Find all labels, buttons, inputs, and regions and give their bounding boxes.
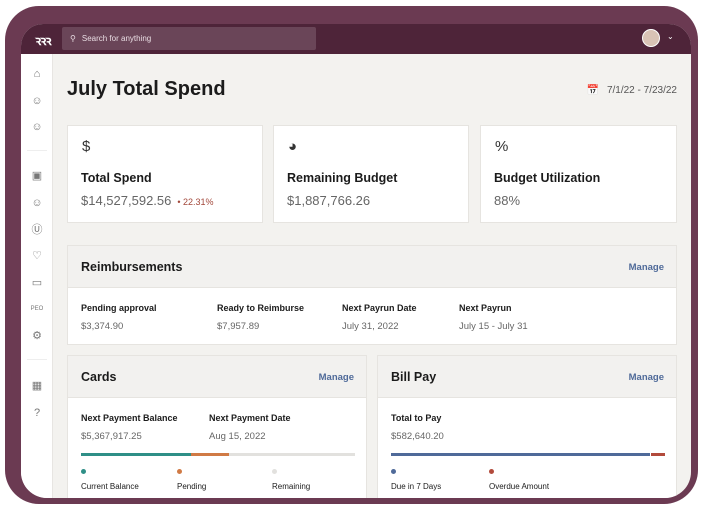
tablet-frame: ꝛꝛꝛ ⚲ Search for anything ⌄ ⌂ ☺ ☺ ▣ ☺ Ⓤ ♡… <box>5 6 698 504</box>
search-input[interactable]: ⚲ Search for anything <box>62 27 316 50</box>
dollar-circle-icon[interactable]: Ⓤ <box>31 224 43 236</box>
search-icon: ⚲ <box>70 34 76 43</box>
legend-label: Current Balance <box>81 482 139 491</box>
apps-icon[interactable]: ▦ <box>31 380 43 392</box>
pie-chart-icon: ◕ <box>288 138 298 155</box>
remove-user-icon[interactable]: ☺ <box>31 121 43 133</box>
sidebar: ⌂ ☺ ☺ ▣ ☺ Ⓤ ♡ ▭ PEO ⚙ ▦ ? <box>21 54 53 498</box>
legend-label: Overdue Amount <box>489 482 550 491</box>
legend-dot <box>489 469 494 474</box>
field: Next Payrun Date July 31, 2022 <box>342 303 417 332</box>
chevron-down-icon[interactable]: ⌄ <box>667 32 674 41</box>
legend-label: Due in 7 Days <box>391 482 442 491</box>
manage-cards-link[interactable]: Manage <box>318 372 354 383</box>
top-bar: ꝛꝛꝛ ⚲ Search for anything ⌄ <box>21 24 691 54</box>
add-user-icon[interactable]: ☺ <box>31 95 43 107</box>
logo[interactable]: ꝛꝛꝛ <box>35 33 51 48</box>
reimbursements-panel: Reimbursements Manage Pending approval $3,… <box>67 245 677 345</box>
page-title: July Total Spend <box>67 78 226 100</box>
field: Ready to Reimburse $7,957.89 <box>217 303 305 332</box>
heart-icon[interactable]: ♡ <box>32 250 42 262</box>
screen: ꝛꝛꝛ ⚲ Search for anything ⌄ ⌂ ☺ ☺ ▣ ☺ Ⓤ ♡… <box>21 24 691 498</box>
bar-segment-overdue <box>651 453 665 456</box>
percent-icon: % <box>495 138 509 155</box>
field: Pending approval $3,374.90 <box>81 303 157 332</box>
legend-dot <box>391 469 396 474</box>
stat-card-budget-utilization: % Budget Utilization 88% <box>480 125 677 223</box>
briefcase-icon[interactable]: ▣ <box>31 170 43 182</box>
help-icon[interactable]: ? <box>33 407 41 419</box>
settings-icon[interactable]: ⚙ <box>32 330 42 342</box>
field: Next Payment Balance $5,367,917.25 <box>81 413 178 442</box>
manage-reimbursements-link[interactable]: Manage <box>628 262 664 273</box>
calendar-icon: 📅 <box>586 85 599 96</box>
legend-dot <box>177 469 182 474</box>
field: Next Payment Date Aug 15, 2022 <box>209 413 291 442</box>
bar-segment-current-balance <box>81 453 191 456</box>
legend-label: Pending <box>177 482 207 491</box>
legend-label: Remaining <box>272 482 311 491</box>
legend-dot <box>81 469 86 474</box>
peo-icon[interactable]: PEO <box>30 306 44 312</box>
stat-card-remaining-budget: ◕ Remaining Budget $1,887,766.26 <box>273 125 469 223</box>
bill-pay-panel: Bill Pay Manage Total to Pay $582,640.20 D… <box>377 355 677 498</box>
laptop-icon[interactable]: ▭ <box>31 277 43 289</box>
change-badge: • 22.31% <box>177 197 214 207</box>
field: Total to Pay $582,640.20 <box>391 413 444 442</box>
manage-bill-pay-link[interactable]: Manage <box>628 372 664 383</box>
stat-card-total-spend: $ Total Spend $14,527,592.56 • 22.31% <box>67 125 263 223</box>
users-icon[interactable]: ☺ <box>31 197 43 209</box>
field: Next Payrun July 15 - July 31 <box>459 303 528 332</box>
avatar[interactable] <box>642 29 660 47</box>
cards-progress-bar <box>81 453 355 456</box>
bar-segment-pending <box>190 453 229 456</box>
main-content: July Total Spend 📅 7/1/22 - 7/23/22 $ Tot… <box>53 54 691 498</box>
cards-panel: Cards Manage Next Payment Balance $5,367,9… <box>67 355 367 498</box>
bar-segment-due <box>391 453 651 456</box>
legend-dot <box>272 469 277 474</box>
bill-pay-progress-bar <box>391 453 665 456</box>
dollar-icon: $ <box>82 138 91 155</box>
home-icon[interactable]: ⌂ <box>33 68 41 80</box>
date-range-picker[interactable]: 📅 7/1/22 - 7/23/22 <box>586 85 677 96</box>
